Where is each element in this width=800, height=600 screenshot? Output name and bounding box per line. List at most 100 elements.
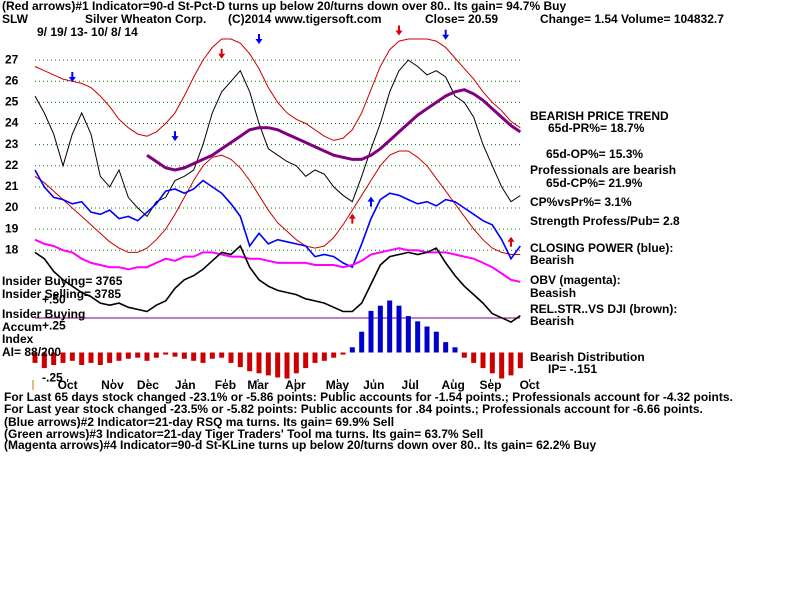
accum-bar: [293, 352, 299, 374]
series-line: [34, 244, 521, 324]
y-tick-label: 25: [5, 95, 19, 109]
series-line: [146, 88, 522, 172]
signal-arrow: [507, 236, 515, 247]
y-tick-label: 23: [5, 137, 19, 151]
accum-bar: [237, 352, 243, 368]
accum-bar: [247, 352, 253, 372]
accum-bar: [60, 352, 66, 363]
x-tick-label: Jun: [363, 378, 384, 392]
footer-line: For Last year stock changed -23.5% or -5…: [4, 402, 703, 416]
signal-arrow: [442, 29, 450, 40]
y-tick-label: 20: [5, 200, 19, 214]
x-tick-label: Apr: [285, 378, 306, 392]
accum-tick-label: -.25: [42, 371, 63, 385]
signal-arrow: [255, 34, 263, 44]
symbol: SLW: [2, 12, 29, 26]
accum-bar: [321, 352, 327, 361]
accum-bar: [443, 342, 449, 353]
accum-bar: [368, 310, 374, 353]
signal-arrow: [395, 25, 403, 36]
y-tick-label: 24: [5, 116, 19, 130]
accum-bar: [405, 316, 411, 353]
y-tick-label: 21: [5, 179, 19, 193]
x-tick-label: Aug: [441, 378, 464, 392]
accum-bar: [153, 352, 159, 358]
x-tick-label: May: [326, 378, 350, 392]
status-label: 65d-PR%= 18.7%: [548, 121, 645, 135]
close: Close= 20.59: [425, 12, 498, 26]
accum-bar: [331, 352, 337, 358]
date-range: 9/ 19/ 13- 10/ 8/ 14: [37, 25, 138, 39]
indicator-line: (Red arrows)#1 Indicator=90-d St-Pct-D t…: [2, 0, 566, 13]
accum-bar: [219, 352, 225, 358]
accum-bar: [135, 352, 141, 358]
signal-arrow: [171, 131, 179, 142]
accum-bar: [69, 352, 75, 361]
y-tick-label: 22: [5, 158, 19, 172]
accum-bar: [32, 352, 38, 363]
accum-bar: [424, 326, 430, 353]
accum-bar: [79, 352, 85, 365]
accum-bar: [471, 352, 477, 363]
signal-arrow: [367, 196, 375, 207]
status-label: BEARISH PRICE TREND: [530, 109, 669, 123]
status-label: CP%vsPr%= 3.1%: [530, 195, 632, 209]
accum-bar: [107, 352, 113, 363]
status-label: OBV (magenta):: [530, 273, 621, 287]
accum-bar: [172, 352, 178, 357]
x-tick-label: Oct: [58, 378, 78, 392]
insider-label: AI= 88/200: [2, 345, 61, 359]
x-tick-label: Jan: [175, 378, 196, 392]
accum-bar: [41, 352, 47, 369]
footer-line: For Last 65 days stock changed -23.1% or…: [4, 390, 733, 404]
y-tick-label: 26: [5, 73, 19, 87]
insider-label: Insider Selling= 3785: [2, 287, 121, 301]
accum-bar: [284, 352, 290, 379]
series-line: [34, 150, 521, 255]
status-label: 65d-CP%= 21.9%: [546, 176, 643, 190]
accum-bar: [340, 352, 346, 355]
series-line: [34, 38, 521, 141]
copyright: (C)2014 www.tigersoft.com: [228, 12, 382, 26]
status-label: IP= -.151: [548, 362, 597, 376]
footer-line: (Green arrows)#3 Indicator=21-day Tiger …: [4, 427, 483, 441]
insider-label: Insider Buying= 3765: [2, 274, 123, 288]
accum-bar: [181, 352, 187, 359]
status-label: Bearish: [530, 253, 574, 267]
accum-bar: [508, 352, 514, 376]
insider-label: Index: [2, 332, 34, 346]
series-line: [34, 169, 521, 269]
accum-bar: [480, 352, 486, 369]
x-tick-label: Jul: [402, 378, 419, 392]
footer-line: (Blue arrows)#2 Indicator=21-day RSQ ma …: [4, 415, 394, 429]
accum-bar: [461, 352, 467, 358]
accum-bar: [396, 305, 402, 353]
y-tick-label: 27: [5, 52, 19, 66]
accum-bar: [517, 352, 523, 369]
status-label: Bearish: [530, 314, 574, 328]
accum-bar: [312, 352, 318, 363]
footer-line: (Magenta arrows)#4 Indicator=90-d St-KLi…: [4, 438, 596, 452]
accum-tick-label: +.50: [42, 293, 66, 307]
accum-bar: [200, 352, 206, 363]
x-tick-label: Oct: [520, 378, 540, 392]
accum-tick-label: +.25: [42, 319, 66, 333]
accum-bar: [144, 352, 150, 361]
accum-bar: [303, 352, 309, 369]
x-tick-label: Mar: [247, 378, 269, 392]
signal-arrow: [218, 48, 226, 59]
status-label: Bearish Distribution: [530, 350, 645, 364]
signal-arrow: [68, 72, 76, 83]
change: Change= 1.54 Volume= 104832.7: [540, 12, 724, 26]
x-tick-label: Nov: [101, 378, 124, 392]
accum-bar: [433, 331, 439, 353]
insider-label: Accum: [2, 320, 42, 334]
accum-bar: [125, 352, 131, 359]
company: Silver Wheaton Corp.: [85, 12, 206, 26]
accum-bar: [209, 352, 215, 359]
accum-bar: [265, 352, 271, 376]
signal-arrow: [348, 213, 356, 224]
accum-bar: [415, 321, 421, 353]
series-line: [34, 59, 521, 218]
